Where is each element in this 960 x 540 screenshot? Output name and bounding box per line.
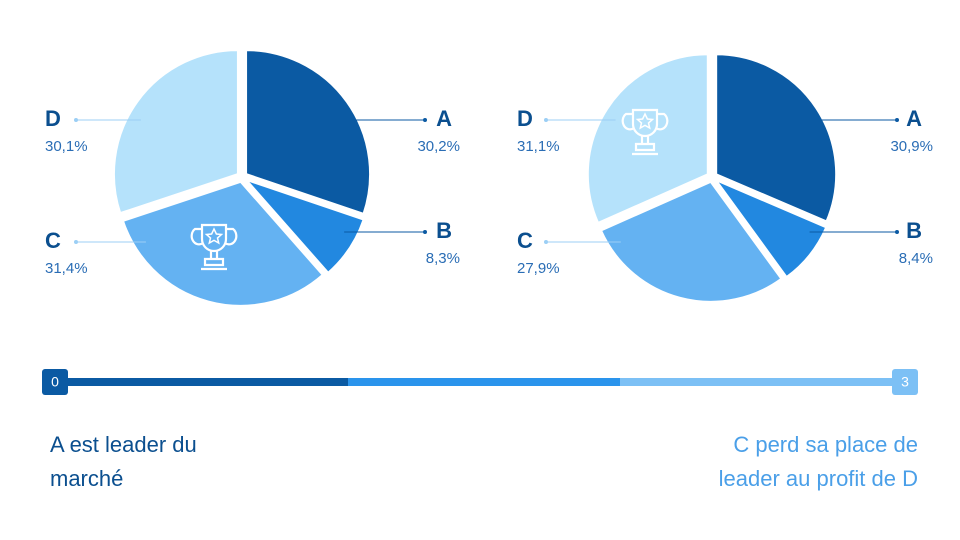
value-label: 31,4% — [45, 260, 88, 277]
category-label: D — [517, 106, 533, 131]
category-label: C — [517, 228, 533, 253]
timeline-segment — [348, 378, 620, 386]
timeline-end: 3 — [901, 374, 909, 390]
category-label: A — [436, 106, 452, 131]
pie-slice — [242, 177, 365, 275]
pie-slice — [715, 53, 838, 223]
leader-dot — [423, 230, 427, 234]
leader-dot — [423, 118, 427, 122]
trophy-star — [635, 112, 655, 130]
trophy-cup — [631, 108, 659, 138]
value-label: 8,4% — [899, 250, 933, 267]
timeline-start: 0 — [51, 374, 59, 390]
timeline-segment — [55, 378, 348, 386]
trophy-star — [204, 227, 224, 245]
trophy-handle — [621, 112, 669, 131]
value-label: 30,1% — [45, 138, 88, 155]
pie-slice — [245, 49, 371, 216]
category-label: A — [906, 106, 922, 131]
value-label: 30,9% — [890, 138, 933, 155]
leader-dot — [895, 118, 899, 122]
pie-slice — [599, 180, 783, 303]
pie-slice — [121, 180, 325, 307]
caption-left: A est leader du marché — [50, 432, 197, 491]
leader-dot — [74, 118, 78, 122]
category-label: B — [906, 218, 922, 243]
leader-dot — [544, 118, 548, 122]
pie-slice — [112, 49, 239, 215]
pie-slice — [712, 177, 828, 279]
trophy-handle — [190, 227, 238, 246]
trophy-icon — [621, 108, 669, 156]
category-label: D — [45, 106, 61, 131]
caption-right: C perd sa place de leader au profit de D — [718, 432, 918, 491]
trophy-cup — [200, 223, 228, 253]
value-label: 31,1% — [517, 138, 560, 155]
leader-dot — [895, 230, 899, 234]
leader-dot — [544, 240, 548, 244]
value-label: 27,9% — [517, 260, 560, 277]
value-label: 30,2% — [417, 138, 460, 155]
trophy-stem — [632, 136, 658, 156]
trophy-stem — [201, 251, 227, 271]
category-label: B — [436, 218, 452, 243]
trophy-icon — [190, 223, 238, 271]
timeline-start-box — [42, 369, 68, 395]
leader-dot — [74, 240, 78, 244]
category-label: C — [45, 228, 61, 253]
timeline-segment — [620, 378, 905, 386]
timeline-end-box — [892, 369, 918, 395]
value-label: 8,3% — [426, 250, 460, 267]
